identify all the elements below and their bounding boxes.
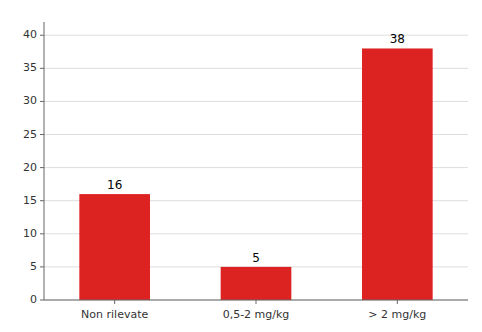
y-tick-label: 15 [23,194,37,207]
y-tick-label: 20 [23,161,37,174]
x-tick-label: > 2 mg/kg [368,308,426,321]
page: Chart html, body { margin: 0; padding: 0… [0,0,482,332]
data-label: 38 [390,32,405,46]
y-tick [40,134,44,135]
y-tick-label: 25 [23,128,37,141]
y-tick [40,200,44,201]
bar [79,194,150,300]
x-tick [256,300,257,304]
x-tick-label: 0,5-2 mg/kg [223,308,290,321]
y-axis: 0 5 10 15 20 25 30 35 40 [23,28,44,306]
y-axis-line [44,22,45,300]
y-tick-label: 0 [30,293,37,306]
grid [44,35,468,300]
bar [362,48,433,300]
x-tick [397,300,398,304]
chart-container: 0 5 10 15 20 25 30 35 40 16 5 38 Non rilevate 0,5-2 m… [0,0,482,332]
page-body: {"chart_data": {"type": "bar", "categori… [0,0,482,332]
y-tick [40,300,44,301]
y-tick [40,233,44,234]
x-axis: Non rilevate 0,5-2 mg/kg > 2 mg/kg [81,300,426,321]
y-tick-label: 40 [23,28,37,41]
y-tick [40,101,44,102]
data-label: 5 [252,251,260,265]
bars [79,48,432,300]
data-label: 16 [107,178,122,192]
y-tick-label: 35 [23,61,37,74]
y-tick [40,68,44,69]
y-tick-label: 5 [30,260,37,273]
data-labels: 16 5 38 [107,32,405,264]
x-tick-label: Non rilevate [81,308,148,321]
chart-svg: 0 5 10 15 20 25 30 35 40 16 5 38 Non rilevate 0,5-2 m… [0,0,482,332]
y-tick-label: 30 [23,94,37,107]
bar [221,267,292,300]
y-tick [40,167,44,168]
y-tick [40,35,44,36]
y-tick [40,266,44,267]
y-tick-label: 10 [23,227,37,240]
x-tick [114,300,115,304]
